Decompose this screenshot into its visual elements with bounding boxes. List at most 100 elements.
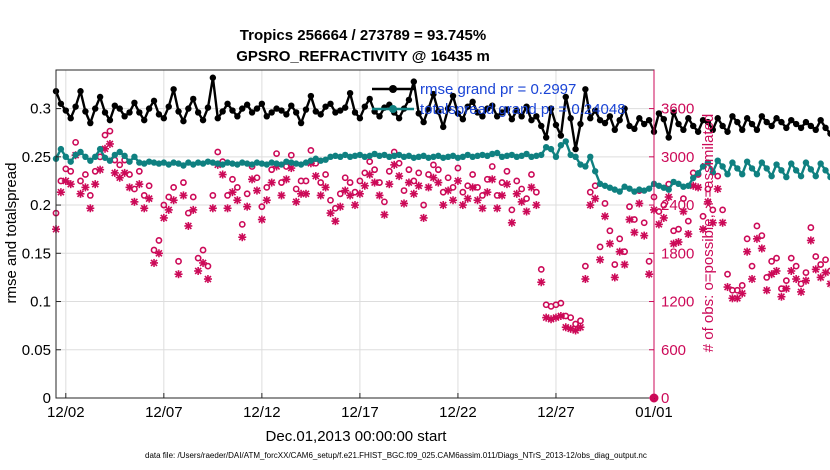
rmse-point <box>685 115 692 122</box>
assimilated-obs-marker <box>287 164 296 173</box>
assimilated-obs-marker <box>748 275 757 284</box>
assimilated-obs-marker <box>145 194 154 203</box>
rmse-point <box>77 88 84 95</box>
totalspread-point <box>704 159 712 166</box>
rmse-point <box>518 113 525 120</box>
possible-obs-marker <box>782 277 790 285</box>
rmse-point <box>802 118 810 126</box>
totalspread-point <box>62 153 70 161</box>
possible-obs-marker <box>336 190 344 198</box>
possible-obs-marker <box>586 188 594 196</box>
possible-obs-marker <box>454 164 462 172</box>
rmse-point <box>827 130 830 137</box>
possible-obs-marker <box>567 314 575 322</box>
x-tick-label: 12/22 <box>439 404 477 421</box>
totalspread-point <box>106 157 114 164</box>
totalspread-point <box>680 183 687 190</box>
assimilated-obs-marker <box>56 188 65 197</box>
totalspread-point <box>155 160 163 167</box>
totalspread-point <box>783 173 790 181</box>
rmse-point <box>675 120 682 128</box>
totalspread-point <box>454 154 462 161</box>
possible-obs-marker <box>640 219 648 227</box>
totalspread-point <box>498 153 506 161</box>
rmse-point <box>822 124 829 132</box>
axis-ticks: 12/02 12/07 12/12 12/17 12/22 12/27 01/0100.05… <box>22 70 694 421</box>
legend-rmse-label: rmse grand pr = 0.2997 <box>420 81 576 98</box>
rmse-point <box>768 122 775 130</box>
assimilated-obs-marker <box>203 275 212 284</box>
assimilated-obs-marker <box>380 210 389 219</box>
possible-obs-marker <box>238 220 246 228</box>
assimilated-obs-marker <box>630 228 639 237</box>
y-right-tick-label: 0 <box>661 390 669 407</box>
possible-obs-marker <box>278 179 285 186</box>
possible-obs-marker <box>763 274 771 281</box>
assimilated-obs-marker <box>743 247 752 256</box>
assimilated-obs-marker <box>194 266 203 275</box>
legend-spread-marker <box>389 105 397 113</box>
totalspread-point <box>283 158 290 165</box>
totalspread-point <box>518 152 525 160</box>
assimilated-obs-marker <box>777 292 786 301</box>
assimilated-obs-marker <box>493 204 502 213</box>
assimilated-obs-marker <box>346 191 355 200</box>
totalspread-point <box>552 153 560 161</box>
assimilated-obs-marker <box>125 183 134 192</box>
totalspread-point <box>758 159 766 166</box>
assimilated-obs-marker <box>699 225 708 234</box>
rmse-point <box>155 111 163 118</box>
totalspread-point <box>160 159 168 166</box>
possible-obs-marker <box>258 203 266 211</box>
assimilated-obs-marker <box>341 186 350 195</box>
rmse-point <box>415 110 422 117</box>
totalspread-point <box>351 152 359 160</box>
totalspread-point <box>391 152 398 160</box>
totalspread-point <box>626 185 633 192</box>
possible-obs-marker <box>733 286 741 294</box>
rmse-point <box>665 134 672 141</box>
rmse-point <box>258 100 266 107</box>
rmse-point <box>170 86 177 93</box>
rmse-point <box>778 118 785 126</box>
rmse-point <box>283 111 290 118</box>
y-axis-right-label: # of obs: o=possible; ∗=assimilated <box>700 114 717 353</box>
rmse-point <box>577 120 584 128</box>
possible-obs-marker <box>287 151 295 159</box>
totalspread-point <box>694 170 702 177</box>
assimilated-obs-marker <box>473 196 482 205</box>
assimilated-obs-marker <box>517 197 526 206</box>
rmse-point <box>229 107 236 114</box>
totalspread-point <box>131 153 138 161</box>
rmse-point <box>327 100 334 107</box>
assimilated-obs-marker <box>801 276 810 285</box>
rmse-point <box>72 103 79 110</box>
totalspread-point <box>489 150 496 158</box>
possible-obs-marker <box>263 183 271 191</box>
rmse-point <box>557 132 565 139</box>
possible-obs-marker <box>479 192 486 199</box>
totalspread-point <box>361 153 369 161</box>
rmse-point <box>204 104 212 111</box>
possible-obs-marker <box>581 262 589 270</box>
assimilated-obs-marker <box>792 275 801 284</box>
totalspread-point <box>435 152 442 160</box>
totalspread-point <box>640 187 648 194</box>
totalspread-point <box>636 186 643 193</box>
assimilated-obs-marker <box>301 189 310 198</box>
possible-obs-marker <box>140 192 148 199</box>
rmse-point <box>758 113 766 120</box>
possible-obs-marker <box>214 148 222 156</box>
possible-obs-marker <box>346 179 354 186</box>
possible-obs-marker <box>385 167 393 175</box>
assimilated-obs-marker <box>233 196 242 205</box>
rmse-point <box>141 116 148 124</box>
assimilated-obs-marker <box>787 266 796 275</box>
assimilated-obs-marker <box>351 201 359 210</box>
rmse-point <box>67 115 74 122</box>
possible-obs-marker <box>86 192 94 199</box>
rmse-point <box>341 104 349 111</box>
possible-obs-marker <box>606 227 614 235</box>
totalspread-point <box>464 151 471 159</box>
